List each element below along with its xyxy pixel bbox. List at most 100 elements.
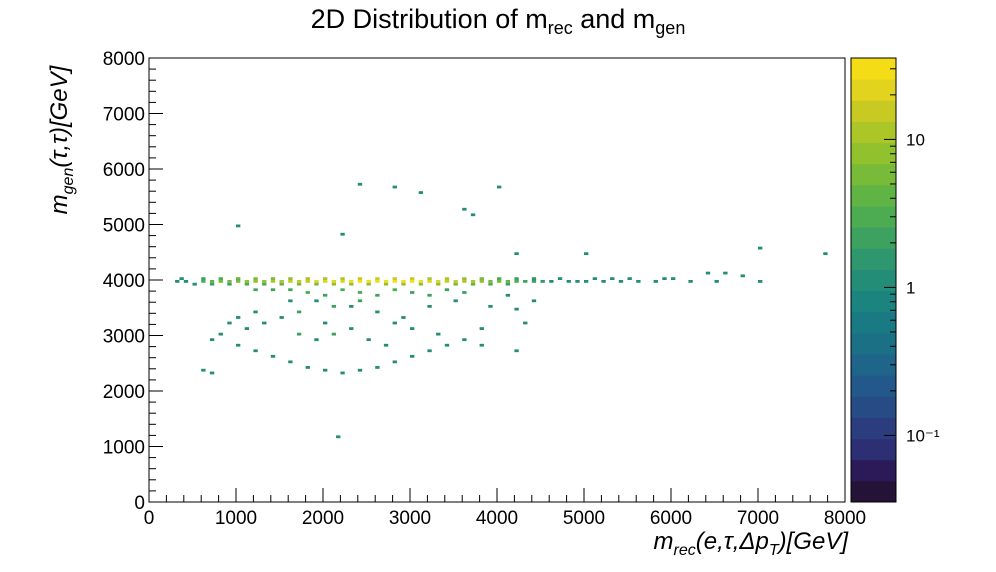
colorbar-segment — [851, 58, 896, 80]
x-label-sub: rec — [673, 541, 696, 559]
colorbar-segment — [851, 142, 896, 165]
heatmap-bin — [201, 368, 206, 372]
y-tick-label: 2000 — [103, 382, 145, 403]
colorbar-tick-labels: 10 1 10⁻¹ — [906, 130, 940, 445]
heatmap-bin — [671, 277, 676, 281]
heatmap-bin — [688, 280, 693, 283]
x-tick-label: 1000 — [215, 508, 257, 529]
heatmap-bin — [279, 280, 284, 283]
heatmap-bin — [505, 282, 511, 286]
heatmap-bin — [636, 280, 641, 283]
heatmap-bin — [653, 280, 658, 283]
heatmap-bin — [236, 277, 241, 281]
y-tick-label: 6000 — [103, 160, 145, 181]
heatmap-bin — [392, 185, 397, 189]
heatmap-bin — [453, 299, 458, 303]
colorbar-segment — [851, 184, 896, 207]
heatmap-bin — [401, 282, 406, 286]
heatmap-bin — [505, 280, 511, 283]
heatmap-bin — [253, 349, 258, 353]
heatmap-bin — [253, 277, 258, 281]
heatmap-bin — [227, 280, 232, 283]
x-tick-label: 4000 — [476, 508, 518, 529]
heatmap-bin — [296, 282, 302, 286]
heatmap-bin — [244, 280, 250, 283]
heatmap-bin — [601, 280, 606, 283]
heatmap-bin — [288, 277, 293, 281]
colorbar-tick-label: 1 — [906, 278, 915, 297]
heatmap-bin — [479, 343, 484, 347]
heatmap-bin — [305, 280, 310, 283]
heatmap-bin — [427, 277, 432, 281]
heatmap-bin — [340, 232, 345, 236]
colorbar-segment — [851, 311, 896, 334]
heatmap-bin — [331, 304, 337, 308]
heatmap-bin — [270, 277, 276, 281]
colorbar-segment — [851, 206, 896, 228]
heatmap-bin — [227, 282, 232, 286]
heatmap-bins — [175, 182, 828, 439]
x-tick-label: 8000 — [824, 508, 866, 529]
heatmap-bin — [410, 354, 415, 358]
heatmap-bin — [375, 277, 380, 281]
x-tick-label: 5000 — [563, 508, 605, 529]
heatmap-bin — [514, 280, 519, 283]
heatmap-bin — [444, 280, 450, 283]
heatmap-bin — [540, 280, 545, 283]
heatmap-bin — [383, 343, 389, 347]
heatmap-bin — [383, 282, 389, 286]
heatmap-bin — [296, 310, 302, 314]
x-tick-label: 2000 — [302, 508, 344, 529]
heatmap-bin — [514, 349, 519, 353]
colorbar-segment — [851, 100, 896, 122]
x-label-pre: m — [653, 528, 674, 555]
heatmap-bin — [436, 332, 441, 336]
heatmap-bin — [566, 280, 571, 283]
heatmap-bin — [357, 280, 363, 283]
heatmap-bin — [427, 349, 432, 353]
heatmap-bin — [401, 280, 406, 283]
heatmap-bin — [418, 191, 424, 194]
heatmap-bin — [349, 282, 354, 286]
y-tick-label: 3000 — [103, 327, 145, 348]
heatmap-bin — [723, 271, 728, 275]
colorbar-segment — [851, 354, 896, 376]
heatmap-bin — [357, 277, 363, 281]
heatmap-bin — [323, 280, 328, 283]
colorbar-tick-label: 10 — [906, 130, 925, 149]
heatmap-bin — [305, 366, 310, 369]
heatmap-bin — [823, 252, 828, 256]
y-axis-label: mgen(τ,τ)[GeV] — [46, 66, 78, 215]
heatmap-bin — [305, 291, 310, 294]
x-tick-label: 0 — [144, 508, 155, 529]
heatmap-bin — [244, 282, 250, 286]
heatmap-bin — [436, 282, 441, 286]
x-axis-tick-labels: 0 1000 2000 3000 4000 5000 6000 7000 8000 — [144, 508, 866, 529]
heatmap-bin — [270, 288, 276, 292]
heatmap-bin — [662, 277, 667, 281]
heatmap-bin — [305, 277, 310, 281]
heatmap-bin — [323, 293, 328, 297]
heatmap-bin — [340, 280, 345, 283]
heatmap-bin — [314, 299, 319, 303]
heatmap-bin — [253, 280, 258, 283]
title-main: 2D Distribution of m — [310, 4, 548, 34]
heatmap-bin — [488, 282, 493, 286]
heatmap-bin — [758, 246, 763, 250]
heatmap-bin — [357, 182, 363, 186]
heatmap-bin — [410, 291, 415, 294]
heatmap-bin — [279, 282, 284, 286]
heatmap-bin — [392, 360, 397, 364]
heatmap-bin — [557, 277, 563, 281]
heatmap-bin — [575, 280, 580, 283]
heatmap-bin — [427, 304, 432, 308]
heatmap-bin — [444, 277, 450, 281]
heatmap-bin — [218, 332, 223, 336]
heatmap-bin — [705, 271, 711, 275]
heatmap-bin — [288, 280, 293, 283]
heatmap-bin — [375, 310, 380, 314]
colorbar-segment — [851, 269, 896, 292]
heatmap-bin — [479, 280, 484, 283]
heatmap-bin — [488, 304, 493, 308]
